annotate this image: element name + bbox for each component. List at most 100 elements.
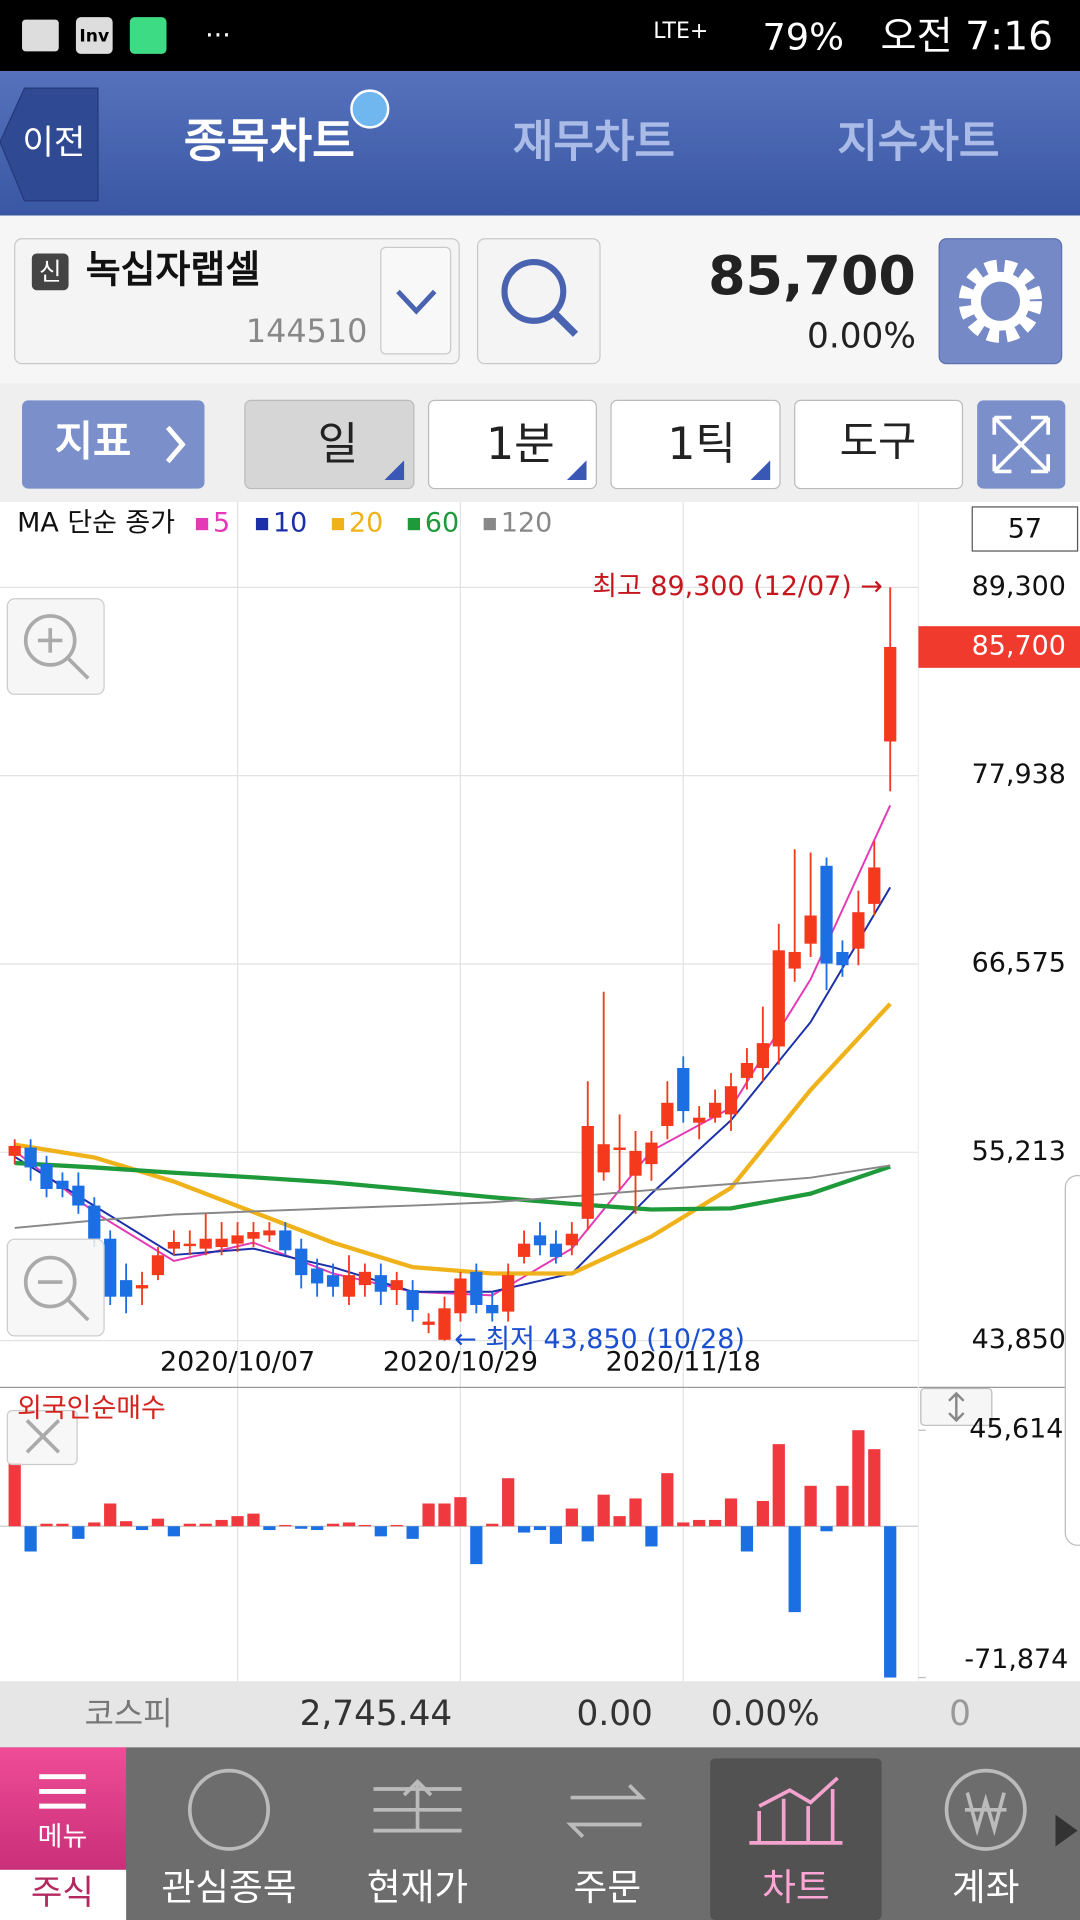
- nav-more[interactable]: [1055, 1814, 1078, 1847]
- nav-label[interactable]: 주식: [31, 1873, 94, 1913]
- bar: [8, 1463, 21, 1527]
- y-tick-label: 55,213: [972, 1136, 1066, 1167]
- indicator-label[interactable]: 지표: [55, 416, 132, 465]
- market-rate: 0.00%: [711, 1694, 820, 1734]
- tab[interactable]: 지수차트: [837, 116, 999, 167]
- zoom-icon: [23, 614, 77, 667]
- candle-body: [597, 1144, 610, 1173]
- candle-body: [517, 1243, 531, 1257]
- corner-icon: [566, 460, 587, 480]
- minute-button[interactable]: [427, 399, 597, 490]
- bar: [295, 1526, 308, 1529]
- y-tick-label: 43,850: [972, 1324, 1066, 1355]
- candle-body: [502, 1275, 515, 1312]
- tab[interactable]: 재무차트: [513, 116, 675, 167]
- indicator-button[interactable]: [22, 400, 205, 489]
- x-tick-label: 2020/10/29: [383, 1346, 538, 1377]
- close-icon: [25, 1419, 61, 1454]
- settings-button[interactable]: [938, 238, 1063, 365]
- bar: [884, 1526, 897, 1678]
- tools-label[interactable]: 도구: [840, 416, 917, 465]
- bar: [422, 1503, 435, 1527]
- nav-icon: [944, 1768, 1027, 1851]
- tick-label[interactable]: 1틱: [667, 419, 736, 470]
- app-label: Inv: [79, 27, 109, 47]
- candle-body: [661, 1102, 674, 1126]
- tools-button[interactable]: [794, 399, 964, 490]
- bar: [279, 1524, 292, 1527]
- candle-body: [135, 1285, 149, 1289]
- bar: [820, 1526, 833, 1532]
- network: LTE+: [653, 19, 708, 44]
- back-button[interactable]: [0, 87, 99, 202]
- bar: [565, 1508, 578, 1527]
- bar: [645, 1526, 658, 1547]
- ma-line: [14, 1164, 891, 1229]
- candle-body: [756, 1043, 769, 1068]
- bar: [167, 1526, 180, 1537]
- bar: [406, 1526, 419, 1539]
- menu-label[interactable]: 메뉴: [38, 1821, 88, 1852]
- candle-body: [247, 1232, 260, 1239]
- y-tick-label: 89,300: [972, 571, 1066, 602]
- bar: [390, 1524, 403, 1527]
- bar: [215, 1519, 228, 1527]
- search-icon: [552, 310, 579, 337]
- tick-button[interactable]: [610, 399, 781, 490]
- corner-icon: [750, 460, 771, 480]
- bar: [517, 1526, 531, 1533]
- candle-body: [151, 1255, 165, 1276]
- nav-label[interactable]: 주문: [574, 1866, 642, 1909]
- stock-name[interactable]: 녹십자랩셀: [86, 247, 261, 291]
- nav-label[interactable]: 현재가: [367, 1866, 468, 1909]
- nav-label[interactable]: 계좌: [952, 1866, 1020, 1909]
- ma-line: [14, 886, 892, 1293]
- minute-label[interactable]: 1분: [486, 419, 555, 470]
- bar: [135, 1526, 149, 1531]
- candle-body: [390, 1280, 403, 1291]
- stock-box[interactable]: [14, 238, 460, 365]
- candle-body: [342, 1275, 356, 1297]
- price: 85,700: [708, 244, 916, 307]
- chart-area: [0, 502, 1080, 1682]
- market-bar: [0, 1681, 1080, 1748]
- search-button[interactable]: [476, 238, 601, 365]
- y-tick-label: 45,614: [969, 1414, 1063, 1445]
- zoom-in[interactable]: [6, 598, 105, 695]
- bar: [756, 1500, 769, 1527]
- back-label[interactable]: 이전: [22, 123, 85, 163]
- bar: [120, 1521, 133, 1527]
- legend-swatch: [195, 517, 209, 531]
- candle-body: [8, 1145, 21, 1156]
- clock: 오전 7:16: [881, 15, 1054, 60]
- change-rate: 0.00%: [807, 316, 916, 356]
- sync-icon: [350, 89, 390, 129]
- nav-tab[interactable]: [0, 1869, 127, 1920]
- legend-label: 60: [425, 508, 459, 539]
- period-label[interactable]: 일: [318, 419, 359, 470]
- y-tick-label: 66,575: [972, 947, 1066, 978]
- candle-body: [295, 1248, 308, 1276]
- candle-body: [88, 1205, 101, 1239]
- more-icon: ···: [205, 20, 231, 51]
- zoom-out[interactable]: [6, 1238, 105, 1337]
- legend-swatch: [407, 517, 420, 531]
- scroll-handle[interactable]: [1064, 1174, 1080, 1546]
- bar: [247, 1513, 260, 1527]
- battery: 79%: [762, 16, 844, 59]
- candle-body: [788, 951, 801, 969]
- nav-label[interactable]: 차트: [762, 1866, 830, 1909]
- dropdown[interactable]: [380, 246, 452, 355]
- tab-active[interactable]: 종목차트: [184, 114, 355, 168]
- panel-title: 외국인순매수: [17, 1393, 166, 1424]
- count-box: [971, 506, 1079, 552]
- bar: [613, 1516, 626, 1527]
- resize-icon: [948, 1391, 965, 1423]
- bar: [661, 1473, 674, 1527]
- candle-body: [836, 951, 849, 966]
- period-button[interactable]: [244, 399, 415, 490]
- header: [0, 71, 1080, 216]
- nav-label[interactable]: 관심종목: [161, 1866, 296, 1909]
- bar: [40, 1523, 53, 1527]
